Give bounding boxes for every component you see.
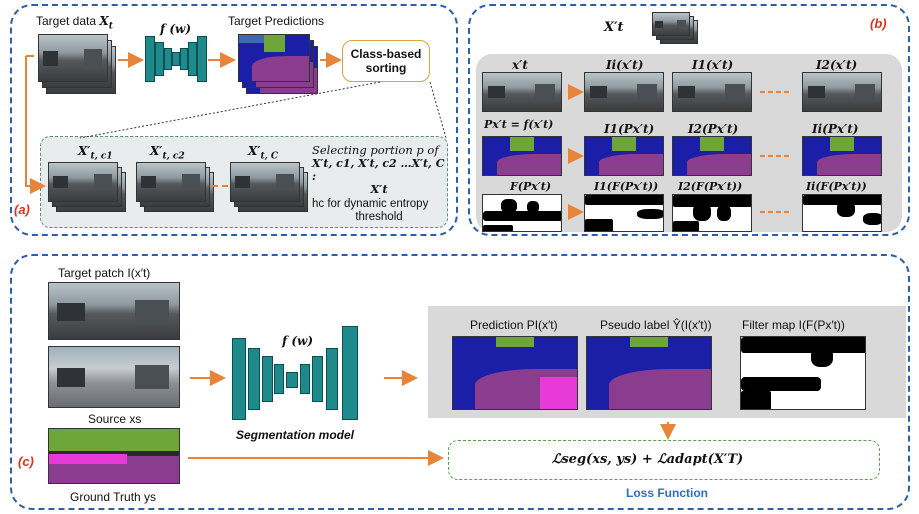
- pseudo-label: Pseudo label Ŷ(I(x′t)): [600, 318, 712, 332]
- source-label: Source xs: [88, 412, 142, 426]
- row1-image-i1: [672, 72, 752, 112]
- panel-a-letter: (a): [14, 202, 30, 217]
- panel-b-top-label: X′t: [604, 20, 624, 35]
- row2-label-p: Px′t = f(x′t): [484, 118, 554, 131]
- segmentation-model-label: Segmentation model: [236, 428, 355, 442]
- source-image: [48, 346, 180, 408]
- panel-c-letter: (c): [18, 454, 34, 469]
- pseudo-label-map: [586, 336, 712, 410]
- row2-label-i2: I2(Px′t): [688, 122, 739, 136]
- row3-label-i1: I1(F(Px′t)): [594, 180, 659, 193]
- row1-image-x: [482, 72, 562, 112]
- target-data-label: Target data Xt: [36, 14, 113, 32]
- fw-label-c: f (w): [282, 334, 314, 348]
- panel-c: [10, 254, 910, 510]
- panel-a: [10, 4, 458, 236]
- ellipsis-dash: [212, 185, 228, 187]
- row1-label-i2: I2(x′t): [816, 58, 858, 72]
- row2-seg-i1: [584, 136, 664, 176]
- row2-seg-p: [482, 136, 562, 176]
- row2-label-i1: I1(Px′t): [604, 122, 655, 136]
- row1-image-ii: [584, 72, 664, 112]
- loss-formula-box: [448, 440, 880, 480]
- target-predictions-label: Target Predictions: [228, 14, 325, 28]
- target-image-stack-1: [38, 34, 108, 82]
- row1-image-i2: [802, 72, 882, 112]
- row3-label-i2: I2(F(Px′t)): [678, 180, 743, 193]
- selecting-text: Selecting portion p of X′t, c1, X′t, c2 …: [312, 143, 445, 224]
- group-c2-image-1: [136, 162, 206, 202]
- prediction-map: [452, 336, 578, 410]
- row1-label-ii: Ii(x′t): [606, 58, 644, 72]
- row1-label-i1: I1(x′t): [692, 58, 734, 72]
- group-c-image-1: [230, 162, 300, 202]
- group-c1-image-1: [48, 162, 118, 202]
- panel-b: [468, 4, 910, 236]
- target-patch-image: [48, 282, 180, 340]
- row2-label-ii: Ii(Px′t): [812, 122, 859, 136]
- target-patch-label: Target patch I(x′t): [58, 266, 151, 280]
- loss-function-label: Loss Function: [626, 486, 708, 500]
- prediction-label: Prediction PI(x′t): [470, 318, 558, 332]
- panel-b-top-image-1: [652, 12, 690, 36]
- class-based-sorting-box: Class-based sorting: [342, 40, 430, 82]
- filter-map: [740, 336, 866, 410]
- group-c2-label: X′t, c2: [150, 144, 185, 162]
- panel-b-letter: (b): [870, 16, 887, 31]
- segmentation-network-icon-c: [232, 326, 358, 420]
- row3-label-f: F(Px′t): [510, 180, 552, 193]
- filter-map-label: Filter map I(F(Px′t)): [742, 318, 845, 332]
- row3-label-ii: Ii(F(Px′t)): [806, 180, 867, 193]
- fw-label-a: f (w): [160, 22, 192, 36]
- ground-truth-label: Ground Truth ys: [70, 490, 157, 504]
- ground-truth-image: [48, 428, 180, 484]
- group-c1-label: X′t, c1: [78, 144, 113, 162]
- row1-label-x: x′t: [512, 58, 528, 72]
- row3-mask-ii: [802, 194, 882, 232]
- group-c-label: X′t, C: [248, 144, 279, 162]
- prediction-stack-1: [238, 34, 310, 82]
- row3-mask-i2: [672, 194, 752, 232]
- loss-formula: ℒseg(xs, ys) + ℒadapt(X′T): [552, 452, 744, 467]
- row3-mask-f: [482, 194, 562, 232]
- row2-seg-ii: [802, 136, 882, 176]
- row2-seg-i2: [672, 136, 752, 176]
- segmentation-network-icon-a: [145, 36, 207, 82]
- row3-mask-i1: [584, 194, 664, 232]
